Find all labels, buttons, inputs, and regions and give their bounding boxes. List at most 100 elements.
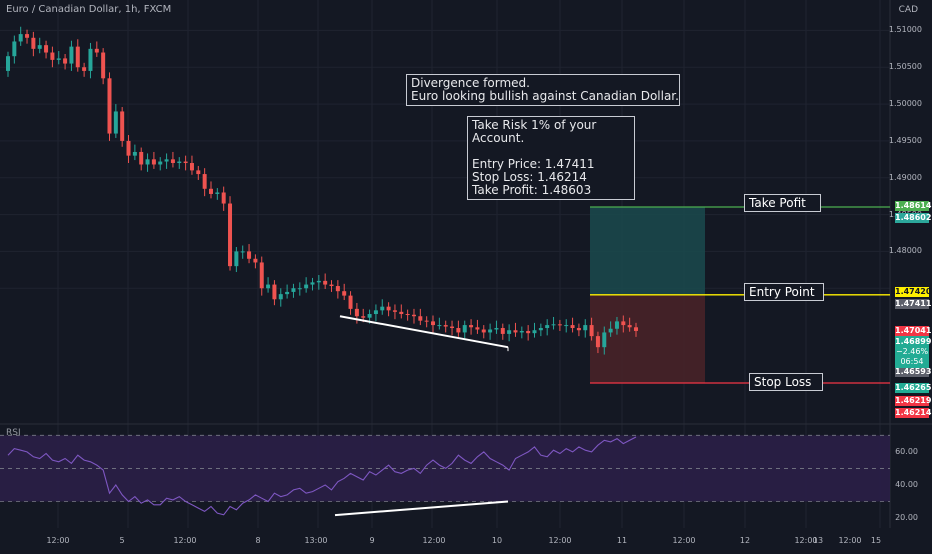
time-tick: 5 (119, 536, 125, 545)
candle-body (215, 192, 220, 194)
candle-body (240, 251, 245, 253)
price-tag: 1.47420 (895, 287, 932, 297)
candle-body (424, 320, 429, 322)
candle-body (151, 159, 156, 165)
candle-body (164, 159, 169, 162)
candle-body (538, 328, 543, 331)
time-tick: 10 (491, 536, 503, 545)
candle-body (139, 151, 144, 165)
candle-body (266, 284, 271, 289)
candle-body (634, 327, 638, 331)
candle-body (399, 311, 404, 315)
price-tick: 1.50000 (888, 99, 922, 109)
rsi-tick: 60.00 (895, 446, 918, 456)
candle-body (373, 310, 378, 315)
time-tick: 12:00 (46, 536, 70, 545)
stop-loss-label[interactable]: Stop Loss (749, 373, 823, 391)
candle-body (329, 284, 334, 287)
candle-body (259, 262, 264, 289)
take-profit-label[interactable]: Take Pofit (744, 194, 821, 212)
time-tick: 12 (739, 536, 751, 545)
candle-body (450, 326, 455, 329)
entry-point-label[interactable]: Entry Point (744, 283, 824, 301)
candle-body (513, 330, 518, 333)
time-tick: 12:00 (422, 536, 446, 545)
candle-body (469, 325, 474, 328)
candle-body (583, 325, 588, 331)
candle-body (316, 280, 321, 283)
price-tag: 1.48614 (895, 201, 932, 211)
candle-body (69, 46, 74, 64)
price-tag: 1.46593 (895, 367, 932, 377)
risk-note[interactable]: Take Risk 1% of your Account. Entry Pric… (467, 116, 635, 200)
time-tick: 12:00 (173, 536, 197, 545)
candle-body (253, 258, 258, 263)
candle-body (50, 52, 55, 60)
candle-body (532, 330, 537, 334)
candle-body (25, 34, 30, 38)
stop-loss-zone (590, 294, 705, 383)
candle-body (411, 314, 416, 317)
candle-body (526, 330, 531, 334)
candle-body (570, 325, 575, 329)
candle-body (208, 188, 213, 194)
candle-body (443, 325, 448, 327)
candle-body (247, 251, 252, 259)
price-tick: 1.49500 (888, 135, 922, 145)
candle-body (367, 314, 372, 318)
candle-body (272, 284, 277, 300)
candle-body (189, 163, 194, 171)
candle-body (462, 325, 467, 333)
candle-body (405, 314, 410, 316)
candle-body (557, 324, 562, 326)
candle-body (361, 316, 366, 318)
candle-body (323, 280, 328, 285)
candle-body (44, 45, 49, 53)
currency-label: CAD (898, 5, 918, 15)
time-tick: 15 (870, 536, 882, 545)
candle-body (107, 78, 112, 134)
time-tick: 11 (616, 536, 628, 545)
time-tick: 13 (812, 536, 824, 545)
divergence-note[interactable]: Divergence formed. Euro looking bullish … (406, 74, 680, 106)
price-tick: 1.51000 (888, 25, 922, 35)
candle-body (145, 159, 150, 165)
time-tick: 12:00 (548, 536, 572, 545)
candle-body (177, 161, 182, 164)
candle-body (488, 329, 493, 333)
candle-body (285, 291, 290, 295)
candle-body (437, 325, 442, 327)
candle-body (278, 294, 283, 300)
candle-body (621, 321, 626, 326)
candle-body (614, 321, 619, 329)
candle-body (551, 324, 556, 326)
rsi-tick: 20.00 (895, 513, 918, 523)
candle-body (63, 58, 68, 64)
candle-body (18, 34, 23, 42)
candle-body (75, 46, 80, 68)
rsi-tick: 40.00 (895, 479, 918, 489)
price-tag: 1.47411 (895, 299, 932, 309)
time-tick: 12:00 (672, 536, 696, 545)
candle-body (120, 111, 125, 141)
price-tick: 1.49000 (888, 172, 922, 182)
candle-body (545, 325, 550, 329)
time-tick: 12:00 (794, 536, 818, 545)
candle-body (88, 48, 93, 71)
candle-body (431, 321, 436, 326)
candle-body (627, 325, 632, 328)
candle-body (342, 291, 347, 296)
candle-body (158, 161, 163, 165)
price-tag: 1.46219 (895, 396, 932, 406)
rsi-label: RSI (6, 428, 21, 438)
candle-body (101, 52, 106, 79)
candle-body (221, 192, 226, 204)
price-change: −2.46% (895, 347, 929, 356)
candle-body (228, 203, 233, 267)
candle-body (418, 316, 423, 321)
symbol-title[interactable]: Euro / Canadian Dollar, 1h, FXCM (6, 4, 172, 15)
candle-body (170, 159, 175, 164)
candle-body (519, 330, 524, 333)
